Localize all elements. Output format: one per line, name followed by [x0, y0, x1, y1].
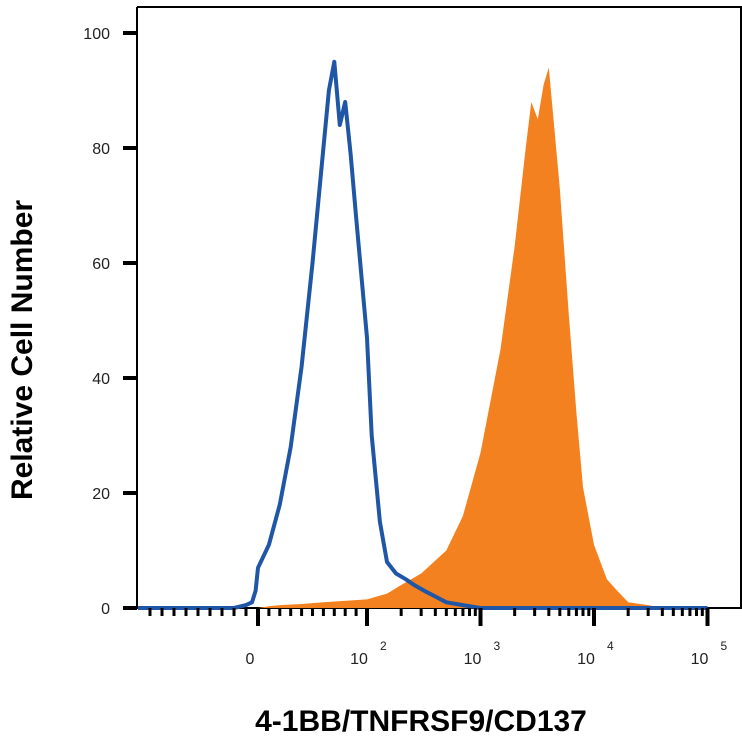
y-tick-label-60: 60: [92, 256, 110, 273]
y-tick-label-100: 100: [83, 26, 110, 43]
x-tick-exponent: 3: [494, 639, 501, 653]
series-layer: [138, 59, 708, 610]
y-axis-title: Relative Cell Number: [6, 200, 39, 500]
series-outline-histogram: [138, 59, 708, 610]
x-tick-exponent: 4: [607, 639, 614, 653]
y-tick-label-40: 40: [92, 371, 110, 388]
series-filled-histogram: [138, 67, 708, 608]
x-tick-label: 10: [464, 651, 482, 668]
y-tick-label-20: 20: [92, 486, 110, 503]
x-axis-ticks: 0 10 2 10 3 10 4 10 5: [148, 608, 728, 668]
x-tick-label: 10: [577, 651, 595, 668]
x-tick-label: 0: [246, 651, 255, 668]
y-tick-label-80: 80: [92, 141, 110, 158]
x-tick-exponent: 5: [721, 639, 728, 653]
x-tick-label: 10: [691, 651, 709, 668]
x-tick-exponent: 2: [380, 639, 387, 653]
y-tick-label-0: 0: [101, 601, 110, 618]
x-tick-label: 10: [350, 651, 368, 668]
plot-frame: [136, 6, 742, 609]
y-axis-ticks: 0 20 40 60 80 100: [83, 26, 137, 618]
x-axis-title: 4-1BB/TNFRSF9/CD137: [255, 705, 587, 738]
